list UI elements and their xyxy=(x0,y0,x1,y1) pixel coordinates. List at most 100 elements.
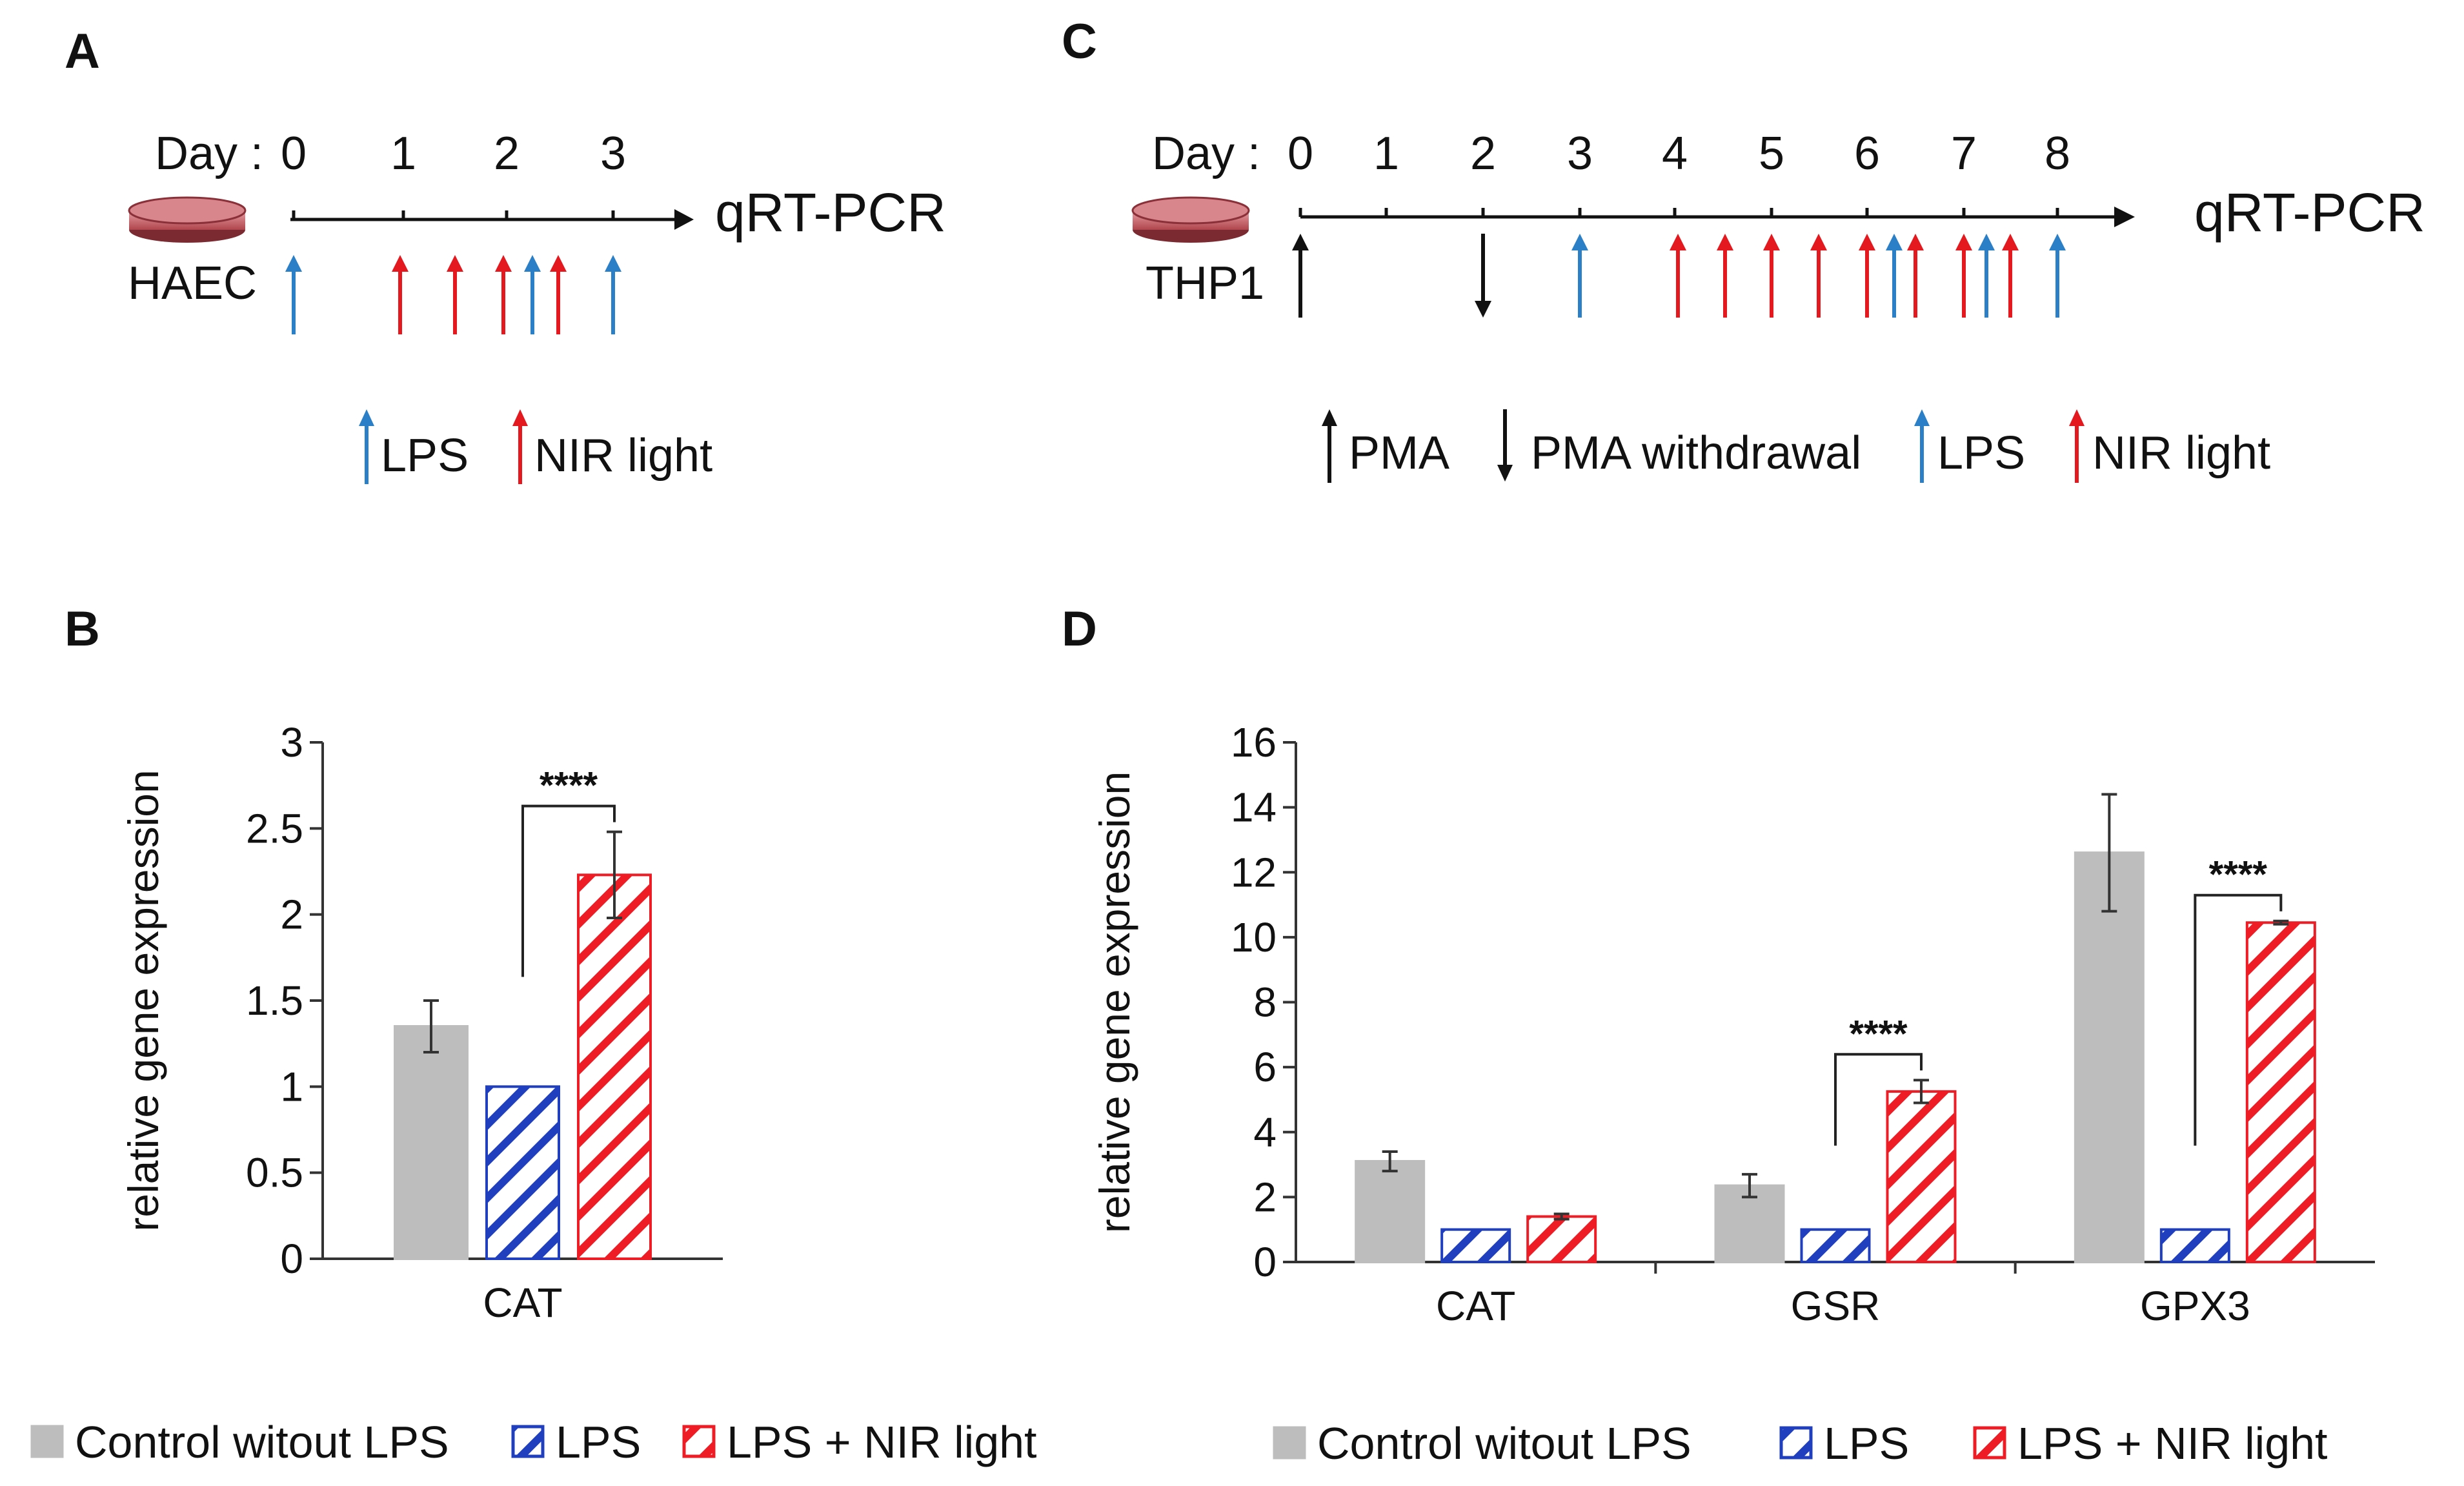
readout-c: qRT-PCR xyxy=(2194,182,2425,243)
nir-arrow xyxy=(1670,234,1686,318)
pma-arrow-icon xyxy=(1322,409,1337,483)
error-bar xyxy=(2101,793,2117,913)
cell-line-a: HAEC xyxy=(128,258,257,309)
day-number: 2 xyxy=(494,128,520,179)
readout-a: qRT-PCR xyxy=(715,182,946,243)
y-tick-label: 12 xyxy=(1231,849,1277,895)
significance-label: **** xyxy=(540,765,598,807)
legend-c-lps: LPS xyxy=(1937,427,2025,479)
cell-line-c: THP1 xyxy=(1146,258,1264,309)
y-tick-label: 6 xyxy=(1253,1044,1277,1090)
legend-label: Control witout LPS xyxy=(1317,1418,1691,1469)
legend-a: LPS NIR light xyxy=(359,409,712,484)
y-tick-label: 8 xyxy=(1253,979,1277,1026)
nir-arrow xyxy=(392,255,409,334)
y-tick-label: 16 xyxy=(1231,719,1277,766)
bar-control-witout-lps-cat xyxy=(394,1025,469,1260)
significance-bracket xyxy=(1834,1053,1923,1146)
nir-arrow xyxy=(550,255,567,334)
legend-swatch-control-witout-lps xyxy=(1273,1426,1306,1460)
timeline-arrowhead xyxy=(674,209,694,230)
legend-label: LPS xyxy=(1824,1418,1909,1469)
legend-label: Control witout LPS xyxy=(75,1417,449,1467)
day-number: 1 xyxy=(390,128,416,179)
legend-swatch-lps-nir-light xyxy=(682,1425,716,1458)
error-bar xyxy=(1914,1079,1929,1104)
panel-letter-b: B xyxy=(65,602,100,656)
lps-arrow xyxy=(605,255,621,334)
significance-bracket xyxy=(2194,893,2283,1146)
nir-arrow xyxy=(495,255,512,334)
bar-lps-nir-light-cat xyxy=(577,873,652,1261)
bar-lps-gpx3 xyxy=(2159,1228,2230,1263)
legend-swatch-lps-nir-light xyxy=(1973,1426,2006,1460)
lps-arrow xyxy=(1571,234,1588,318)
legend-c: PMA PMA withdrawal LPS NIR light xyxy=(1322,409,2270,483)
y-tick-label: 0.5 xyxy=(246,1150,303,1196)
day-number: 7 xyxy=(1951,128,1977,179)
y-tick-label: 2 xyxy=(280,891,303,938)
timeline-c: Day : THP1 qRT-PCR 0 1 2 3 4 5 6 7 8 PMA PMA wit… xyxy=(1131,128,2425,483)
y-tick-label: 4 xyxy=(1253,1109,1277,1155)
y-tick-label: 0 xyxy=(1253,1239,1277,1285)
nir-arrow-icon xyxy=(2069,409,2085,483)
nir-arrow xyxy=(2002,234,2019,318)
error-bar xyxy=(1742,1173,1757,1199)
nir-arrow xyxy=(447,255,463,334)
y-tick-label: 1 xyxy=(280,1063,303,1110)
error-bar xyxy=(2273,919,2289,926)
legend-a-lps: LPS xyxy=(381,430,469,482)
significance-label: **** xyxy=(1849,1013,1908,1055)
significance-label: **** xyxy=(2209,854,2268,896)
nir-arrow xyxy=(1955,234,1972,318)
timeline-a: Day : HAEC qRT-PCR 0 1 2 3 LPS NIR light xyxy=(128,128,946,484)
significance-bracket xyxy=(521,804,616,977)
petri-dish-icon xyxy=(1131,196,1250,243)
y-tick-label: 14 xyxy=(1231,784,1277,831)
legend-d: Control witout LPS LPS LPS + NIR light xyxy=(1273,1418,2328,1469)
chart-d: 0 2 4 6 8 10 12 14 16 relative gene expression CAT… xyxy=(1091,719,2375,1329)
y-axis-label: relative gene expression xyxy=(1091,771,1138,1233)
nir-arrow xyxy=(1717,234,1733,318)
legend-c-pma: PMA xyxy=(1349,427,1449,479)
nir-arrow xyxy=(1763,234,1780,318)
category-label: GSR xyxy=(1791,1283,1881,1329)
nir-arrow-icon xyxy=(512,409,528,484)
day-number: 3 xyxy=(1567,128,1593,179)
error-bar xyxy=(607,830,622,919)
lps-arrow-icon xyxy=(359,409,374,484)
day-number: 0 xyxy=(1288,128,1313,179)
day-number: 0 xyxy=(281,128,307,179)
y-tick-label: 2.5 xyxy=(246,805,303,851)
bar-lps-nir-light-cat xyxy=(1526,1215,1597,1263)
lps-arrow xyxy=(1978,234,1995,318)
legend-b: Control witout LPS LPS LPS + NIR light xyxy=(30,1417,1037,1467)
chart-b: 0 0.5 1 1.5 2 2.5 3 relative gene expression CAT… xyxy=(119,719,723,1326)
day-number: 8 xyxy=(2045,128,2070,179)
lps-arrow-icon xyxy=(1914,409,1930,483)
bar-lps-cat xyxy=(1440,1228,1511,1263)
day-label-c: Day : xyxy=(1152,128,1260,179)
day-number: 4 xyxy=(1662,128,1688,179)
day-number: 6 xyxy=(1854,128,1880,179)
y-tick-label: 1.5 xyxy=(246,977,303,1024)
legend-c-pma-withdrawal: PMA withdrawal xyxy=(1531,427,1861,479)
legend-swatch-control-witout-lps xyxy=(30,1425,64,1458)
panel-letter-c: C xyxy=(1062,14,1097,69)
pma-withdrawal-arrow-icon xyxy=(1497,409,1513,482)
legend-label: LPS + NIR light xyxy=(2017,1418,2328,1469)
category-label: CAT xyxy=(483,1279,562,1326)
panel-letter-d: D xyxy=(1062,602,1097,656)
lps-arrow xyxy=(285,255,302,334)
day-number: 5 xyxy=(1759,128,1784,179)
legend-swatch-lps xyxy=(511,1425,545,1458)
nir-arrow xyxy=(1907,234,1924,318)
bar-control-witout-lps-cat xyxy=(1355,1160,1426,1263)
day-number: 3 xyxy=(600,128,626,179)
lps-arrow xyxy=(2049,234,2066,318)
bar-control-witout-lps-gsr xyxy=(1714,1184,1785,1263)
bar-lps-nir-light-gpx3 xyxy=(2245,921,2316,1263)
bar-lps-nir-light-gsr xyxy=(1886,1090,1957,1263)
petri-dish-icon xyxy=(128,196,247,243)
y-axis-label: relative gene expression xyxy=(119,769,167,1231)
